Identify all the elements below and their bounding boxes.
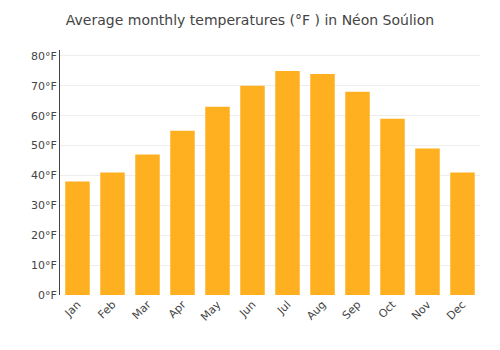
svg-text:40°F: 40°F xyxy=(31,169,57,182)
svg-text:Nov: Nov xyxy=(409,298,434,323)
svg-text:50°F: 50°F xyxy=(31,139,57,152)
svg-text:Sep: Sep xyxy=(340,298,364,322)
svg-text:10°F: 10°F xyxy=(31,259,57,272)
svg-text:May: May xyxy=(198,298,224,324)
svg-text:Jun: Jun xyxy=(236,298,258,320)
svg-text:Jan: Jan xyxy=(62,298,84,320)
svg-text:Oct: Oct xyxy=(376,298,399,321)
svg-text:20°F: 20°F xyxy=(31,229,57,242)
svg-text:0°F: 0°F xyxy=(38,289,57,302)
svg-text:Average monthly temperatures (: Average monthly temperatures (°F ) in Né… xyxy=(66,12,434,28)
svg-text:80°F: 80°F xyxy=(31,50,57,63)
svg-text:30°F: 30°F xyxy=(31,199,57,212)
svg-text:Dec: Dec xyxy=(444,298,468,322)
svg-text:Feb: Feb xyxy=(96,298,119,321)
svg-text:Mar: Mar xyxy=(130,298,154,322)
svg-text:70°F: 70°F xyxy=(31,80,57,93)
svg-text:Apr: Apr xyxy=(166,298,189,321)
svg-text:Aug: Aug xyxy=(304,298,328,322)
svg-text:Jul: Jul xyxy=(274,298,293,317)
svg-text:60°F: 60°F xyxy=(31,110,57,123)
